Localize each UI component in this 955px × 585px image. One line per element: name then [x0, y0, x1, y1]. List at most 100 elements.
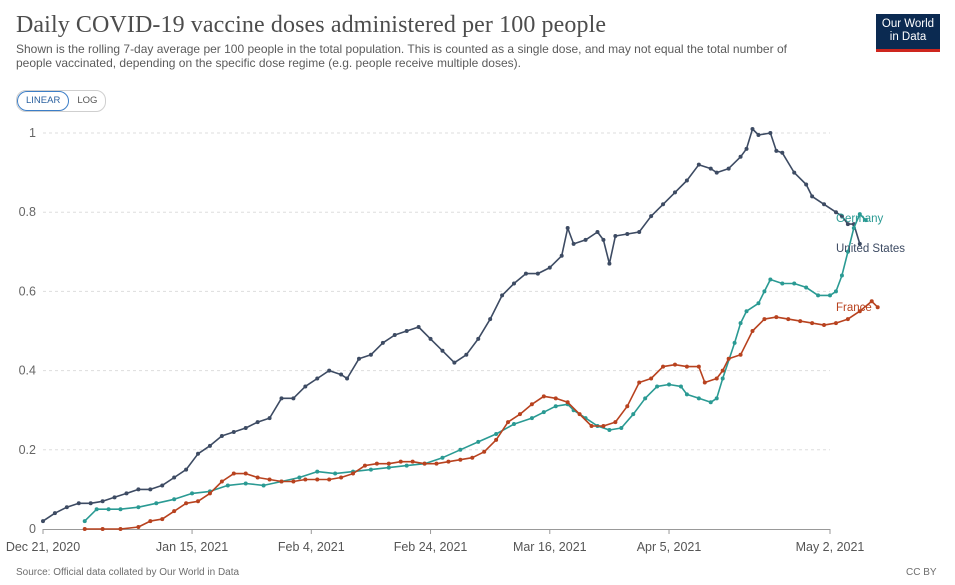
- data-point-germany[interactable]: [696, 396, 701, 401]
- data-point-germany[interactable]: [714, 396, 719, 401]
- data-point-united-states[interactable]: [88, 501, 93, 506]
- data-point-united-states[interactable]: [148, 487, 153, 492]
- data-point-france[interactable]: [649, 376, 654, 381]
- data-point-united-states[interactable]: [488, 317, 493, 322]
- data-point-france[interactable]: [529, 402, 534, 407]
- data-point-united-states[interactable]: [625, 231, 630, 236]
- data-point-germany[interactable]: [106, 507, 111, 512]
- data-point-france[interactable]: [422, 461, 427, 466]
- data-point-germany[interactable]: [851, 226, 856, 231]
- data-point-united-states[interactable]: [780, 150, 785, 155]
- data-point-germany[interactable]: [333, 471, 338, 476]
- data-point-united-states[interactable]: [535, 271, 540, 276]
- data-point-germany[interactable]: [190, 491, 195, 496]
- series-france[interactable]: [82, 299, 880, 531]
- data-point-united-states[interactable]: [207, 443, 212, 448]
- data-point-united-states[interactable]: [327, 368, 332, 373]
- data-point-germany[interactable]: [172, 497, 177, 502]
- data-point-germany[interactable]: [494, 431, 499, 436]
- data-point-united-states[interactable]: [768, 131, 773, 135]
- data-point-france[interactable]: [196, 499, 201, 504]
- data-point-france[interactable]: [506, 420, 511, 425]
- data-point-united-states[interactable]: [857, 241, 862, 246]
- data-point-france[interactable]: [172, 509, 177, 514]
- data-point-united-states[interactable]: [637, 230, 642, 234]
- data-point-france[interactable]: [291, 479, 296, 484]
- data-point-france[interactable]: [386, 461, 391, 466]
- data-point-united-states[interactable]: [684, 178, 689, 183]
- data-point-united-states[interactable]: [303, 384, 308, 389]
- data-point-germany[interactable]: [404, 463, 409, 468]
- data-point-france[interactable]: [822, 323, 827, 328]
- data-point-france[interactable]: [374, 461, 379, 466]
- data-point-france[interactable]: [243, 471, 248, 476]
- data-point-united-states[interactable]: [291, 396, 296, 401]
- data-point-germany[interactable]: [708, 400, 713, 405]
- data-point-germany[interactable]: [768, 277, 773, 282]
- series-united-states[interactable]: [41, 127, 862, 524]
- data-point-united-states[interactable]: [100, 499, 105, 504]
- data-point-france[interactable]: [362, 463, 367, 468]
- data-point-france[interactable]: [553, 396, 558, 401]
- data-point-france[interactable]: [661, 364, 666, 369]
- data-point-france[interactable]: [184, 501, 189, 506]
- data-point-france[interactable]: [726, 356, 731, 361]
- data-point-france[interactable]: [351, 471, 356, 476]
- data-point-france[interactable]: [601, 424, 606, 429]
- data-point-united-states[interactable]: [601, 237, 606, 242]
- data-point-germany[interactable]: [541, 410, 546, 415]
- data-point-france[interactable]: [517, 412, 522, 417]
- data-point-france[interactable]: [267, 477, 272, 482]
- data-point-france[interactable]: [219, 479, 224, 484]
- data-point-united-states[interactable]: [315, 376, 320, 381]
- data-point-germany[interactable]: [792, 281, 797, 286]
- data-point-germany[interactable]: [297, 475, 302, 480]
- license-link[interactable]: CC BY: [906, 567, 937, 578]
- data-point-germany[interactable]: [529, 416, 534, 421]
- data-point-france[interactable]: [672, 362, 677, 367]
- data-point-united-states[interactable]: [512, 281, 517, 286]
- data-point-germany[interactable]: [225, 483, 230, 488]
- data-point-germany[interactable]: [655, 384, 660, 389]
- data-point-united-states[interactable]: [839, 214, 844, 219]
- series-line-germany[interactable]: [84, 213, 867, 522]
- data-point-germany[interactable]: [136, 505, 141, 510]
- data-point-france[interactable]: [845, 317, 850, 322]
- data-point-germany[interactable]: [118, 507, 123, 512]
- data-point-germany[interactable]: [243, 481, 248, 486]
- legend-label-united-states[interactable]: United States: [836, 243, 905, 255]
- data-point-france[interactable]: [82, 527, 87, 531]
- data-point-united-states[interactable]: [368, 352, 373, 357]
- data-point-united-states[interactable]: [607, 261, 612, 266]
- data-point-united-states[interactable]: [822, 202, 827, 207]
- data-point-germany[interactable]: [315, 469, 320, 474]
- data-point-united-states[interactable]: [380, 340, 385, 345]
- data-point-united-states[interactable]: [112, 495, 117, 500]
- data-point-france[interactable]: [637, 380, 642, 385]
- legend-label-germany[interactable]: Germany: [836, 213, 884, 225]
- data-point-germany[interactable]: [804, 285, 809, 290]
- data-point-united-states[interactable]: [804, 182, 809, 187]
- data-point-united-states[interactable]: [136, 487, 141, 492]
- data-point-germany[interactable]: [756, 301, 761, 306]
- data-point-united-states[interactable]: [672, 190, 677, 195]
- data-point-france[interactable]: [857, 309, 862, 314]
- data-point-france[interactable]: [315, 477, 320, 482]
- data-point-united-states[interactable]: [219, 433, 224, 438]
- data-point-united-states[interactable]: [613, 233, 618, 238]
- data-point-france[interactable]: [577, 412, 582, 417]
- legend-label-france[interactable]: France: [836, 302, 872, 314]
- data-point-france[interactable]: [446, 459, 451, 464]
- data-point-france[interactable]: [738, 352, 743, 357]
- data-point-france[interactable]: [470, 455, 475, 460]
- data-point-united-states[interactable]: [124, 491, 129, 496]
- data-point-france[interactable]: [714, 376, 719, 381]
- data-point-united-states[interactable]: [696, 162, 701, 167]
- data-point-united-states[interactable]: [76, 501, 81, 506]
- data-point-united-states[interactable]: [279, 396, 284, 401]
- data-point-germany[interactable]: [780, 281, 785, 286]
- data-point-france[interactable]: [565, 400, 570, 405]
- data-point-united-states[interactable]: [810, 194, 815, 199]
- data-point-united-states[interactable]: [243, 426, 248, 431]
